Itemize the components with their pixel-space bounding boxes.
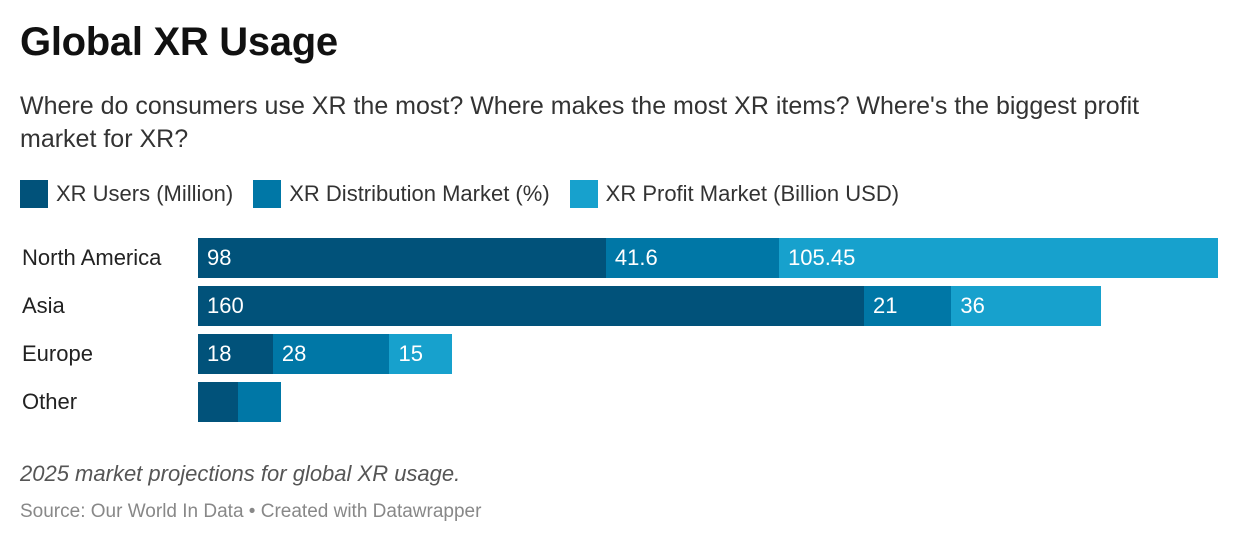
legend-swatch-users <box>20 180 48 208</box>
bar-asia-xr-profit-market-billion-usd <box>951 286 1102 326</box>
bar-europe-xr-users-million <box>198 334 273 374</box>
row-label-other: Other <box>22 389 78 414</box>
value-label-europe-xr-profit-market-billion-usd: 15 <box>398 341 423 366</box>
stacked-bar-chart: North America 98 41.6 105.45 Asia 160 21 36 Euro… <box>0 230 1240 430</box>
bar-europe-xr-profit-market-billion-usd <box>389 334 452 374</box>
bar-north-america-xr-profit-market-billion-usd <box>779 238 1218 278</box>
legend-item-distribution: XR Distribution Market (%) <box>253 180 550 208</box>
bar-other-xr-users-million <box>198 382 238 422</box>
chart-legend: XR Users (Million) XR Distribution Marke… <box>20 180 919 208</box>
chart-title: Global XR Usage <box>20 20 338 64</box>
row-label-north-america: North America <box>22 245 162 270</box>
bar-asia-xr-users-million <box>198 286 864 326</box>
value-label-north-america-xr-distribution-market: 41.6 <box>614 245 658 270</box>
row-label-asia: Asia <box>22 293 65 318</box>
legend-item-users: XR Users (Million) <box>20 180 233 208</box>
legend-item-profit: XR Profit Market (Billion USD) <box>569 180 900 208</box>
legend-label-users: XR Users (Million) <box>56 181 234 206</box>
bar-europe-xr-distribution-market <box>272 334 390 374</box>
value-label-europe-xr-distribution-market: 28 <box>281 341 307 366</box>
bar-north-america-xr-distribution-market <box>605 238 780 278</box>
bar-other-xr-distribution-market <box>237 382 282 422</box>
legend-swatch-profit <box>569 180 598 208</box>
value-label-north-america-xr-users-million: 98 <box>207 245 232 270</box>
value-label-asia-xr-profit-market-billion-usd: 36 <box>960 293 985 318</box>
chart-notes: 2025 market projections for global XR us… <box>20 461 461 486</box>
row-label-europe: Europe <box>22 341 93 366</box>
value-label-asia-xr-users-million: 160 <box>207 293 244 318</box>
value-label-north-america-xr-profit-market-billion-usd: 105.45 <box>788 245 856 270</box>
value-label-asia-xr-distribution-market: 21 <box>872 293 898 318</box>
chart-subtitle: Where do consumers use XR the most? Wher… <box>20 92 1140 153</box>
legend-swatch-distribution <box>253 180 282 208</box>
legend-label-distribution: XR Distribution Market (%) <box>289 181 550 206</box>
chart-source: Source: Our World In Data • Created with… <box>20 501 482 522</box>
bar-north-america-xr-users-million <box>198 238 606 278</box>
legend-label-profit: XR Profit Market (Billion USD) <box>605 181 900 206</box>
bar-asia-xr-distribution-market <box>863 286 952 326</box>
value-label-europe-xr-users-million: 18 <box>207 341 232 366</box>
